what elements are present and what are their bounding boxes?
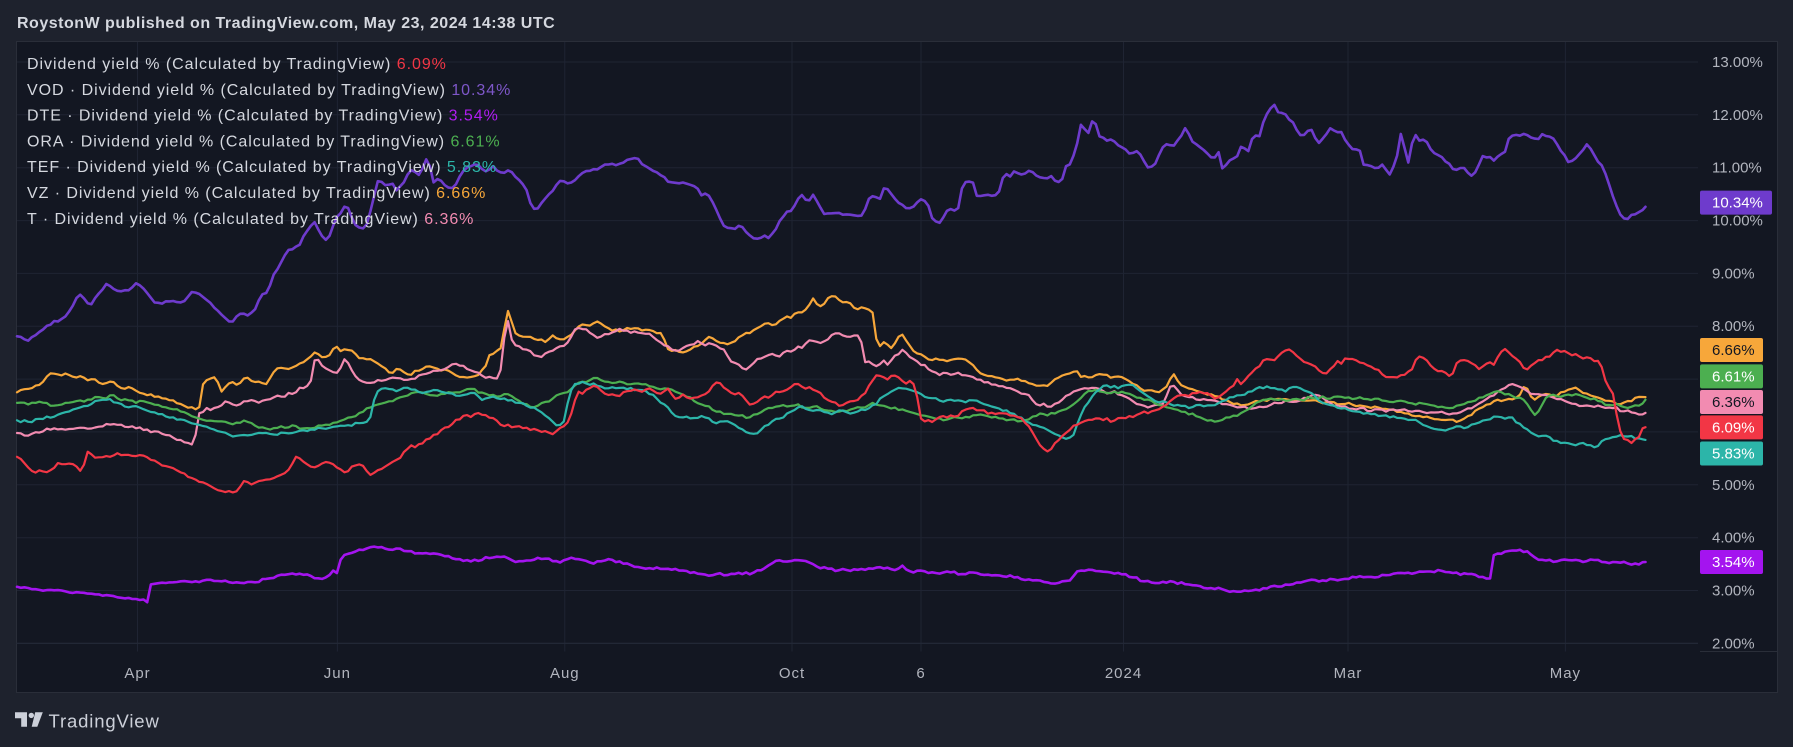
svg-text:8.00%: 8.00% [1712, 318, 1755, 335]
svg-text:13.00%: 13.00% [1712, 54, 1763, 71]
svg-text:T · Dividend yield % (Calculat: T · Dividend yield % (Calculated by Trad… [27, 211, 474, 228]
svg-text:6.66%: 6.66% [1712, 342, 1755, 359]
svg-text:6.61%: 6.61% [1712, 368, 1755, 385]
svg-text:ORA · Dividend yield % (Calcul: ORA · Dividend yield % (Calculated by Tr… [27, 133, 501, 150]
svg-text:4.00%: 4.00% [1712, 530, 1755, 547]
svg-text:10.34%: 10.34% [1712, 195, 1763, 212]
svg-text:6.09%: 6.09% [1712, 419, 1755, 436]
svg-text:TEF · Dividend yield % (Calcul: TEF · Dividend yield % (Calculated by Tr… [27, 159, 497, 176]
svg-text:Oct: Oct [779, 665, 805, 682]
svg-text:VOD · Dividend yield % (Calcul: VOD · Dividend yield % (Calculated by Tr… [27, 82, 511, 99]
svg-text:3.00%: 3.00% [1712, 583, 1755, 600]
svg-text:Mar: Mar [1334, 665, 1363, 682]
svg-text:Apr: Apr [124, 665, 150, 682]
svg-text:6: 6 [916, 665, 925, 682]
svg-text:Jun: Jun [324, 665, 351, 682]
svg-text:RoystonW published on TradingV: RoystonW published on TradingView.com, M… [17, 15, 555, 32]
svg-text:11.00%: 11.00% [1712, 160, 1762, 177]
svg-text:5.00%: 5.00% [1712, 477, 1755, 494]
svg-text:6.36%: 6.36% [1712, 394, 1755, 411]
svg-text:2.00%: 2.00% [1712, 635, 1755, 652]
svg-text:Aug: Aug [550, 665, 580, 682]
svg-text:Dividend yield % (Calculated b: Dividend yield % (Calculated by TradingV… [27, 56, 447, 73]
svg-text:12.00%: 12.00% [1712, 107, 1763, 124]
svg-text:TradingView: TradingView [49, 710, 160, 731]
svg-text:5.83%: 5.83% [1712, 446, 1755, 463]
svg-text:3.54%: 3.54% [1712, 554, 1755, 571]
svg-text:May: May [1550, 665, 1581, 682]
svg-text:DTE · Dividend yield % (Calcul: DTE · Dividend yield % (Calculated by Tr… [27, 108, 499, 125]
svg-text:9.00%: 9.00% [1712, 265, 1755, 282]
svg-text:2024: 2024 [1105, 665, 1142, 682]
svg-text:10.00%: 10.00% [1712, 213, 1763, 230]
svg-text:VZ · Dividend yield % (Calcula: VZ · Dividend yield % (Calculated by Tra… [27, 185, 486, 202]
